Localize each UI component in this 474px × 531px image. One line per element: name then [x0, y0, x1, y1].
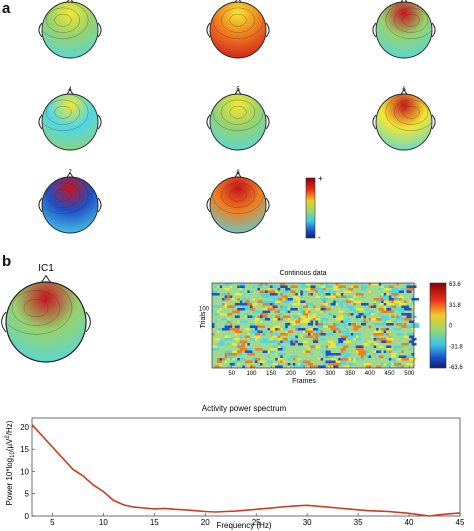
- topomap-3: 3: [372, 0, 436, 59]
- heatmap-colorbar-tick-label: 31.8: [449, 303, 461, 309]
- heatmap-x-tick-label: 450: [385, 371, 396, 377]
- spectrum-axes: 5 10 15 20 25 30 35 40 45 0 5 10 15 20: [20, 417, 465, 527]
- heatmap-x-tick-label: 400: [365, 371, 376, 377]
- topomap-number: 5: [236, 87, 240, 93]
- spectrum-x-tick-label: 15: [150, 518, 159, 527]
- heatmap-x-tick-label: 100: [246, 371, 257, 377]
- spectrum-x-tick-label: 35: [354, 518, 363, 527]
- topomap-6: 6: [372, 87, 436, 151]
- ic1-topomap: [1, 274, 91, 363]
- spectrum-title: Activity power spectrum: [202, 404, 287, 413]
- spectrum-y-tick-label: 0: [25, 512, 30, 521]
- heatmap-x-tick-label: 300: [325, 371, 336, 377]
- spectrum-series-line: [31, 424, 461, 517]
- heatmap-x-tick-label: 500: [404, 371, 415, 377]
- heatmap-x-tick-label: 200: [286, 371, 297, 377]
- topomap-number: 7: [68, 170, 72, 176]
- topomap-1: 1: [38, 0, 102, 59]
- heatmap-ylabel: Trials: [200, 311, 207, 328]
- spectrum-y-tick-label: 20: [20, 423, 29, 432]
- spectrum-y-tick-label: 15: [20, 445, 29, 454]
- heatmap-colorbar-tick-label: -31.8: [449, 344, 463, 350]
- topomap-number: 2: [236, 0, 240, 1]
- spectrum-xlabel: Frequency (Hz): [216, 521, 271, 530]
- heatmap-y-tick-label: 100: [199, 307, 210, 313]
- spectrum-x-tick-label: 20: [201, 518, 210, 527]
- heatmap-colorbar-ticks: 63.6 31.8 0 -31.8 -63.6: [449, 282, 463, 371]
- topomap-7: 7: [38, 170, 102, 234]
- topomap-number: 3: [402, 0, 406, 1]
- panel-label-a: a: [2, 0, 11, 17]
- topomap-number: 6: [402, 87, 406, 93]
- colorbar-plus-label: +: [318, 174, 323, 183]
- heatmap-title: Continous data: [279, 270, 326, 277]
- heatmap-x-tick-label: 350: [345, 371, 356, 377]
- activity-power-spectrum: Activity power spectrum Frequency (Hz) P…: [5, 404, 465, 530]
- panel-label-b: b: [2, 253, 12, 270]
- colorbar-minus-label: -: [318, 233, 321, 242]
- heatmap-x-tick-label: 50: [228, 371, 235, 377]
- ic1-title: IC1: [38, 263, 54, 274]
- spectrum-x-tick-label: 45: [456, 518, 465, 527]
- heatmap-colorbar-tick-label: 0: [449, 324, 453, 330]
- heatmap-colorbar-tick-label: -63.6: [449, 365, 463, 371]
- spectrum-y-tick-label: 5: [25, 490, 30, 499]
- heatmap-x-tick-label: 150: [266, 371, 277, 377]
- topomap-grid: 1 2 3 4 5 6 7 8: [38, 0, 436, 234]
- spectrum-x-tick-label: 5: [50, 518, 55, 527]
- topomap-4: 4: [38, 87, 102, 151]
- topomap-number: 1: [68, 0, 72, 1]
- spectrum-x-tick-label: 40: [405, 518, 414, 527]
- spectrum-x-tick-label: 30: [303, 518, 312, 527]
- topomap-colorbar: + -: [305, 174, 323, 242]
- heatmap-axes: 50 100 150 200 250 300 350 400 450 500 100: [199, 307, 415, 378]
- spectrum-y-tick-label: 10: [20, 467, 29, 476]
- topomap-8: 8: [206, 170, 270, 234]
- continuous-data-heatmap: Continous data Trials Frames 50 100 150 200…: [199, 270, 463, 385]
- spectrum-ylabel: Power 10*log10(µV2/Hz): [5, 420, 16, 505]
- heatmap-cells: [211, 282, 420, 369]
- topomap-5: 5: [206, 87, 270, 151]
- heatmap-colorbar-tick-label: 63.6: [449, 282, 461, 288]
- heatmap-xlabel: Frames: [292, 378, 316, 385]
- spectrum-x-tick-label: 25: [252, 518, 261, 527]
- spectrum-x-tick-label: 10: [99, 518, 108, 527]
- topomap-number: 8: [236, 170, 240, 176]
- heatmap-x-tick-label: 250: [306, 371, 317, 377]
- topomap-2: 2: [206, 0, 270, 59]
- topomap-ic1: [1, 274, 91, 363]
- topomap-number: 4: [68, 87, 72, 93]
- heatmap-colorbar: [429, 282, 447, 369]
